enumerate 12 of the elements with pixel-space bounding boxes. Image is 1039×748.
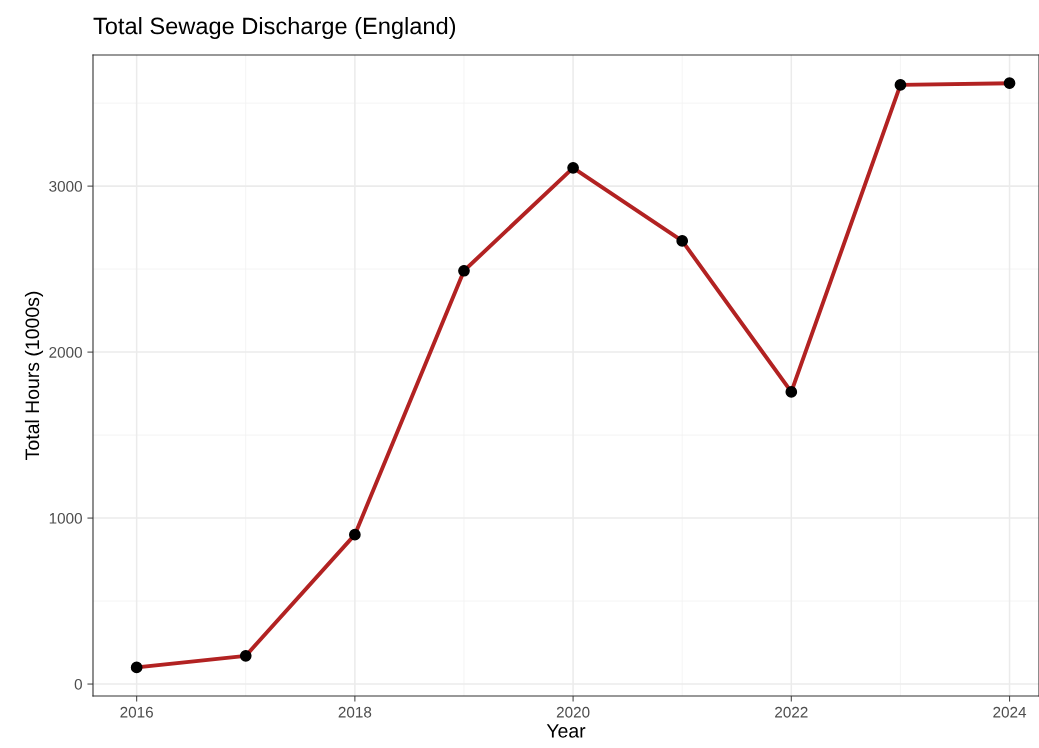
- y-tick-label: 1000: [49, 512, 82, 524]
- x-tick-label: 2018: [338, 706, 372, 718]
- x-axis-title: Year: [546, 724, 586, 738]
- chart-title: Total Sewage Discharge (England): [93, 17, 456, 40]
- y-axis-title: Total Hours (1000s): [24, 291, 44, 460]
- x-tick-label: 2024: [993, 706, 1027, 718]
- y-tick-label: 2000: [49, 346, 82, 358]
- y-tick-label: 0: [74, 678, 82, 690]
- x-tick-label: 2016: [120, 706, 153, 718]
- x-tick-label: 2022: [775, 706, 808, 718]
- x-tick-label: 2020: [556, 706, 590, 718]
- y-tick-label: 3000: [49, 180, 82, 192]
